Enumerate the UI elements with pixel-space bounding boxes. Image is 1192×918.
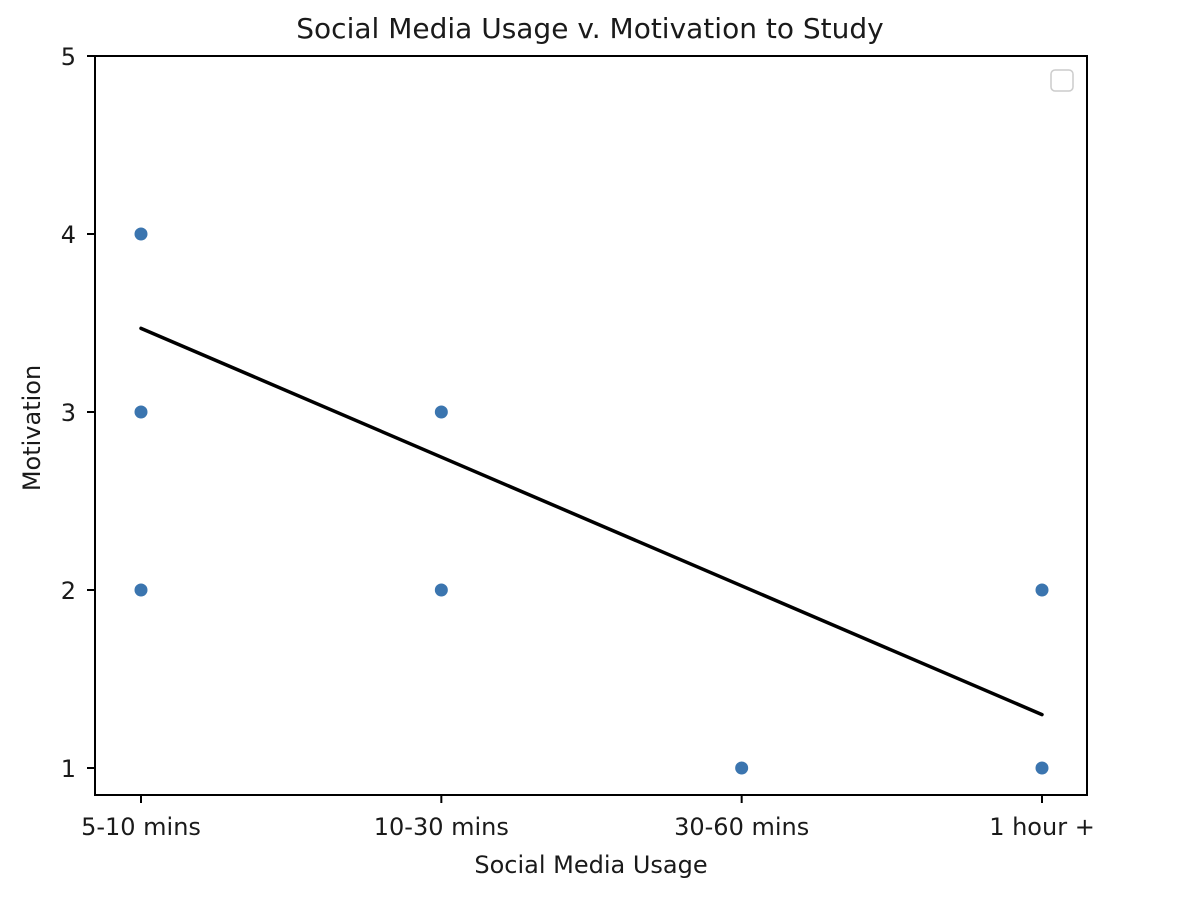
x-axis: 5-10 mins 10-30 mins 30-60 mins 1 hour + bbox=[81, 795, 1095, 841]
x-tick-label: 5-10 mins bbox=[81, 813, 201, 841]
y-tick-label: 5 bbox=[61, 43, 76, 71]
data-point bbox=[1034, 760, 1050, 776]
data-point bbox=[133, 226, 149, 242]
y-tick-label: 1 bbox=[61, 755, 76, 783]
trend-line bbox=[139, 326, 1044, 717]
x-tick-label: 10-30 mins bbox=[374, 813, 509, 841]
x-tick-label: 1 hour + bbox=[989, 813, 1095, 841]
plot-area bbox=[94, 55, 1088, 796]
y-axis: 1 2 3 4 5 bbox=[61, 43, 95, 783]
data-points bbox=[133, 226, 1050, 776]
y-tick-label: 4 bbox=[61, 221, 76, 249]
y-tick-label: 2 bbox=[61, 577, 76, 605]
chart-title: Social Media Usage v. Motivation to Stud… bbox=[296, 12, 883, 45]
data-point bbox=[433, 582, 449, 598]
y-tick-label: 3 bbox=[61, 399, 76, 427]
y-axis-label: Motivation bbox=[18, 365, 46, 491]
data-point bbox=[1034, 582, 1050, 598]
data-point bbox=[133, 404, 149, 420]
x-tick-label: 30-60 mins bbox=[674, 813, 809, 841]
trend-line-group bbox=[139, 326, 1044, 717]
data-point bbox=[433, 404, 449, 420]
legend-box bbox=[1050, 69, 1074, 92]
data-point bbox=[734, 760, 750, 776]
x-axis-label: Social Media Usage bbox=[474, 851, 707, 879]
data-point bbox=[133, 582, 149, 598]
